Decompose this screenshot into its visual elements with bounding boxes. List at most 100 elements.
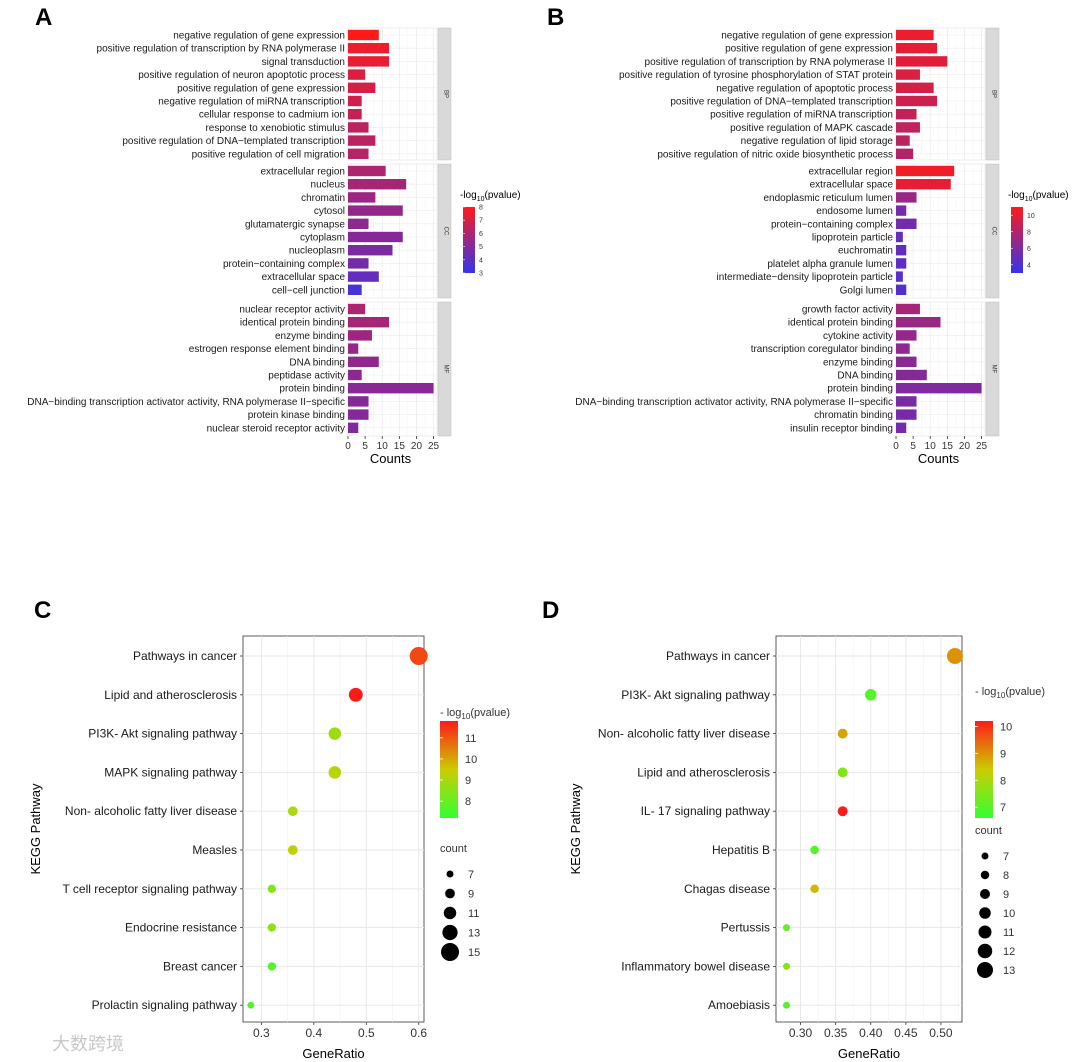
x-axis-title: Counts [370,451,412,466]
x-tick-label: 0.50 [929,1026,953,1040]
bar-bp [348,109,362,120]
category-label: extracellular region [261,167,346,178]
legend-colorbar [975,721,993,818]
category-label: peptidase activity [268,371,345,382]
bar-mf [896,330,917,341]
category-label: positive regulation of gene expression [725,44,893,55]
category-label: cellular response to cadmium ion [199,110,345,121]
size-legend-title: count [440,843,467,855]
size-legend-title: count [975,825,1002,837]
legend-colorbar [1011,207,1023,273]
bar-bp [348,135,376,146]
bar-bp [348,29,379,41]
pathway-label: Lipid and atherosclerosis [104,688,237,702]
x-tick-label: 25 [976,441,988,452]
category-label: positive regulation of nitric oxide bios… [657,149,893,160]
bar-bp [348,122,369,133]
bar-mf [896,369,927,381]
facet-strip-label: CC [991,227,997,236]
data-point [837,728,848,739]
category-label: DNA−binding transcription activator acti… [575,397,893,408]
x-tick-label: 10 [377,441,389,452]
size-legend-label: 9 [468,889,474,901]
facet-strip [985,163,1000,299]
category-label: positive regulation of MAPK cascade [730,123,893,134]
pathway-label: Prolactin signaling pathway [92,998,237,1012]
bar-cc [896,205,907,216]
y-axis-title: KEGG Pathway [568,783,583,875]
bar-cc [348,218,369,229]
x-tick-label: 0.40 [859,1026,883,1040]
category-label: positive regulation of neuron apoptotic … [138,70,345,81]
size-legend-label: 13 [468,928,480,940]
x-tick-label: 20 [959,441,971,452]
category-label: cytokine activity [823,331,893,342]
x-tick-label: 25 [428,441,440,452]
size-legend-label: 12 [1003,946,1015,958]
data-point [348,687,363,702]
bar-mf [348,422,359,433]
category-label: chromatin binding [814,410,893,421]
legend-tick-label: 6 [479,231,483,238]
legend-tick-label: 7 [1000,802,1006,814]
category-label: estrogen response element binding [189,344,345,355]
x-tick-label: 0.3 [253,1026,270,1040]
x-tick-label: 5 [362,441,368,452]
facet-cc: extracellular region nucleus chromatin cyto… [223,163,452,299]
data-point [287,845,298,855]
facet-mf: nuclear receptor activity identical prote… [27,301,452,437]
size-legend-dot [977,943,993,959]
category-label: positive regulation of transcription by … [97,44,345,55]
legend-tick-label: 5 [479,244,483,251]
bar-cc [896,192,917,203]
data-point [267,923,277,932]
bar-mf [348,356,379,367]
bar-bp [896,135,910,146]
legend-title: -log10(pvalue) [460,190,521,203]
legend-tick-label: 3 [479,271,483,278]
legend-title: - log10(pvalue) [440,707,510,721]
legend-title: -log10(pvalue) [1008,190,1069,203]
size-legend-label: 11 [468,908,479,920]
data-point [267,884,277,893]
size-legend-label: 7 [1003,851,1009,863]
facet-strip-label: MF [443,365,449,374]
x-tick-label: 20 [411,441,423,452]
plot-area [242,635,425,1023]
pathway-label: Breast cancer [163,959,237,973]
bar-cc [896,258,907,269]
bar-cc [896,231,903,243]
pathway-label: Chagas disease [684,882,770,896]
category-label: euchromatin [838,246,893,257]
facet-strip [437,163,452,299]
x-axis-title: GeneRatio [302,1046,364,1061]
data-point [837,767,848,778]
category-label: extracellular space [262,272,346,283]
category-label: cell−cell junction [272,285,345,296]
x-axis-title: GeneRatio [838,1046,900,1061]
bar-bp [348,82,376,93]
bar-bp [348,69,366,80]
panel-letter-D: D [542,597,559,624]
category-label: protein binding [827,384,893,395]
bar-cc [896,165,955,177]
x-axis-title: Counts [918,451,960,466]
bar-cc [348,192,376,203]
pathway-label: Non- alcoholic fatty liver disease [65,804,237,818]
facet-strip [985,27,1000,161]
x-tick-label: 0.45 [894,1026,918,1040]
x-tick-label: 0.35 [824,1026,848,1040]
category-label: DNA−binding transcription activator acti… [27,397,345,408]
category-label: positive regulation of cell migration [192,149,345,160]
pathway-label: IL- 17 signaling pathway [641,804,770,818]
y-axis-title: KEGG Pathway [28,783,43,875]
category-label: nucleoplasm [289,246,345,257]
data-point [837,806,848,817]
facet-strip-label: MF [991,365,997,374]
category-label: growth factor activity [802,305,893,316]
category-label: response to xenobiotic stimulus [205,123,345,134]
bar-bp [348,56,390,67]
size-legend-label: 8 [1003,870,1009,882]
bar-mf [896,317,941,328]
bar-mf [896,356,917,367]
